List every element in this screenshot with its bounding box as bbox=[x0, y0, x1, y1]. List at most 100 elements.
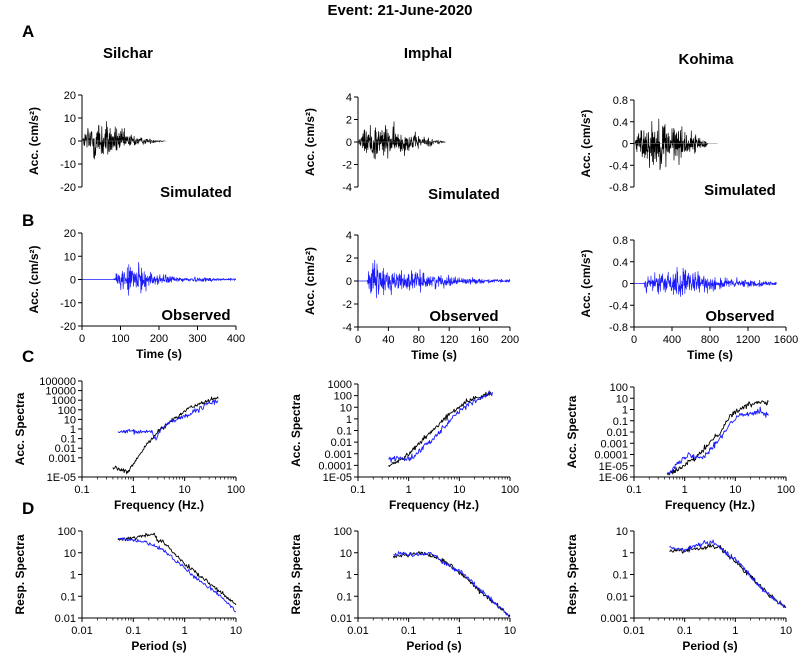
x-tick-label: 100 bbox=[111, 333, 129, 345]
annotation-observed: Observed bbox=[161, 307, 230, 324]
y-tick-label: -2 bbox=[342, 299, 352, 311]
series-line-simulated bbox=[81, 121, 165, 160]
y-tick-label: 10 bbox=[616, 393, 628, 405]
x-tick-label: 300 bbox=[188, 333, 206, 345]
y-tick-label: 10 bbox=[340, 548, 352, 560]
x-tick-label: 200 bbox=[150, 333, 168, 345]
y-tick-label: 100 bbox=[334, 526, 352, 538]
y-axis-label: Acc. (cm/s²) bbox=[27, 245, 41, 313]
series-line-simulated bbox=[357, 121, 446, 160]
y-tick-label: -20 bbox=[60, 182, 76, 194]
x-tick-label: 10 bbox=[729, 484, 741, 496]
x-tick-label: 0.1 bbox=[74, 484, 89, 496]
series-line-simulated bbox=[392, 551, 511, 617]
y-tick-label: -0.4 bbox=[609, 160, 628, 172]
x-tick-label: 1 bbox=[456, 625, 462, 637]
x-axis-label: Time (s) bbox=[136, 347, 182, 361]
y-tick-label: 1E-05 bbox=[47, 472, 76, 484]
y-tick-label: 0 bbox=[70, 136, 76, 148]
annotation-simulated: Simulated bbox=[428, 186, 500, 203]
station-title-imphal: Imphal bbox=[404, 45, 452, 62]
x-tick-label: 0.01 bbox=[347, 625, 368, 637]
x-axis-label: Time (s) bbox=[687, 348, 733, 362]
y-tick-label: 10 bbox=[64, 414, 76, 426]
x-tick-label: 160 bbox=[470, 334, 488, 346]
y-tick-label: 10 bbox=[64, 113, 76, 125]
x-tick-label: 10 bbox=[179, 484, 191, 496]
x-tick-label: 200 bbox=[501, 334, 519, 346]
series-line-simulated bbox=[666, 400, 769, 476]
y-tick-label: 1 bbox=[622, 548, 628, 560]
series-line-simulated bbox=[112, 396, 219, 475]
x-tick-label: 1600 bbox=[774, 334, 798, 346]
y-tick-label: 0 bbox=[622, 139, 628, 151]
y-tick-label: 1000 bbox=[52, 395, 76, 407]
series-line-simulated bbox=[117, 532, 237, 606]
y-tick-label: 0.1 bbox=[61, 591, 76, 603]
annotation-observed: Observed bbox=[429, 308, 498, 325]
y-axis-label: Acc. (cm/s²) bbox=[579, 249, 593, 317]
y-tick-label: 1 bbox=[622, 405, 628, 417]
panel-letter-c: C bbox=[22, 347, 34, 366]
y-axis-label: Acc. (cm/s²) bbox=[303, 108, 317, 176]
x-tick-label: 100 bbox=[777, 484, 795, 496]
y-tick-label: 100 bbox=[610, 382, 628, 394]
station-title-kohima: Kohima bbox=[678, 51, 734, 68]
y-tick-label: 0.01 bbox=[331, 613, 352, 625]
y-axis-label: Acc. Spectra bbox=[565, 395, 579, 468]
series-line-observed bbox=[81, 261, 237, 296]
y-tick-label: 10000 bbox=[45, 386, 76, 398]
y-tick-label: 0.01 bbox=[55, 613, 76, 625]
y-tick-label: 0.001 bbox=[600, 438, 628, 450]
y-tick-label: 0.4 bbox=[613, 117, 628, 129]
y-tick-label: 10 bbox=[616, 526, 628, 538]
y-tick-label: 0 bbox=[622, 279, 628, 291]
x-tick-label: 0 bbox=[631, 334, 637, 346]
x-tick-label: 10 bbox=[230, 625, 242, 637]
y-tick-label: 4 bbox=[346, 230, 352, 242]
panel-letter-d: D bbox=[22, 499, 34, 518]
y-tick-label: 20 bbox=[64, 228, 76, 240]
series-line-observed bbox=[666, 406, 769, 476]
y-tick-label: 0.001 bbox=[324, 449, 352, 461]
series-line-simulated bbox=[633, 118, 709, 171]
y-axis-label: Acc. Spectra bbox=[13, 392, 27, 465]
y-tick-label: 4 bbox=[346, 92, 352, 104]
series-line-observed bbox=[633, 266, 777, 297]
x-axis-label: Time (s) bbox=[411, 348, 457, 362]
x-tick-label: 10 bbox=[780, 625, 792, 637]
x-axis-label: Frequency (Hz.) bbox=[665, 498, 755, 512]
x-tick-label: 100 bbox=[501, 484, 519, 496]
x-tick-label: 1200 bbox=[736, 334, 760, 346]
x-tick-label: 1 bbox=[682, 484, 688, 496]
panel-a-silchar: -20 -10 0 10 20 Acc. (cm/s²) Simulated bbox=[27, 90, 232, 201]
series-line-observed bbox=[388, 390, 493, 463]
y-tick-label: 0.01 bbox=[607, 591, 628, 603]
y-tick-label: 2 bbox=[346, 253, 352, 265]
y-axis-label: Acc. Spectra bbox=[289, 394, 303, 467]
x-tick-label: 0.1 bbox=[350, 484, 365, 496]
x-tick-label: 1 bbox=[732, 625, 738, 637]
y-tick-label: 0 bbox=[346, 276, 352, 288]
x-tick-label: 0.1 bbox=[677, 625, 692, 637]
panel-a-imphal: -4 -2 0 2 4 Acc. (cm/s²) Simulated bbox=[303, 92, 500, 203]
x-tick-label: 10 bbox=[504, 625, 516, 637]
x-axis-label: Frequency (Hz.) bbox=[389, 498, 479, 512]
y-tick-label: 100 bbox=[58, 405, 76, 417]
y-tick-label: 0.1 bbox=[337, 426, 352, 438]
y-tick-label: 0 bbox=[70, 275, 76, 287]
y-tick-label: 0.8 bbox=[613, 95, 628, 107]
y-tick-label: 0.001 bbox=[600, 613, 628, 625]
panel-letter-b: B bbox=[22, 211, 34, 230]
y-tick-label: 0.0001 bbox=[594, 450, 628, 462]
x-tick-label: 0 bbox=[355, 334, 361, 346]
x-tick-label: 400 bbox=[227, 333, 245, 345]
series-line-observed bbox=[393, 551, 511, 617]
y-tick-label: 10 bbox=[340, 402, 352, 414]
y-tick-label: 0.0001 bbox=[318, 460, 352, 472]
y-axis-label: Resp. Spectra bbox=[565, 534, 579, 614]
